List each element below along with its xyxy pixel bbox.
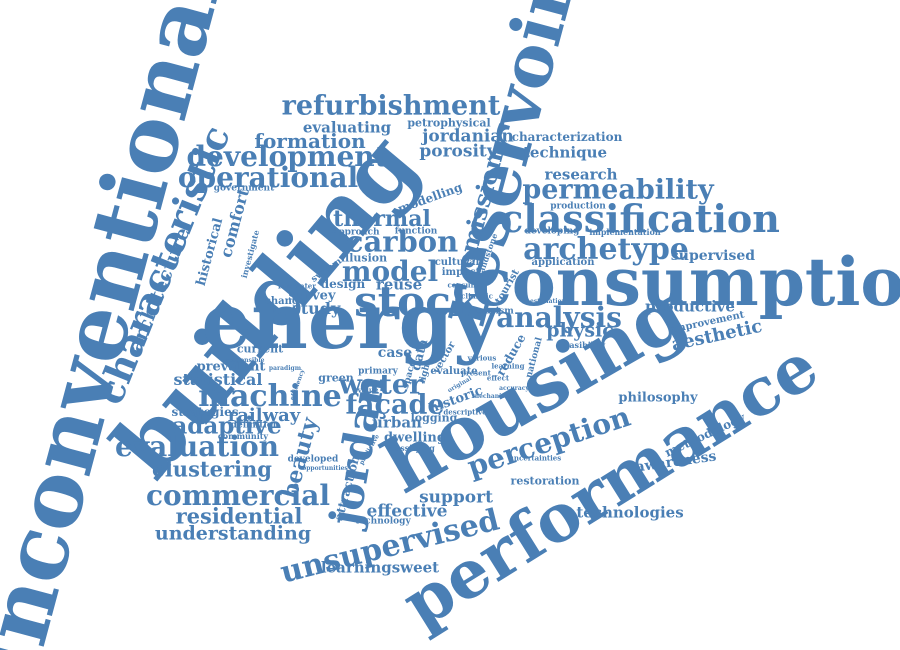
word-descriptive: descriptive xyxy=(443,407,487,417)
word-production: production xyxy=(550,201,606,212)
word-implementation: implementation xyxy=(589,227,661,237)
word-clustering: clustering xyxy=(152,456,272,482)
word-classification: classification xyxy=(500,196,780,241)
word-study: study xyxy=(291,299,341,318)
word-technologies: technologies xyxy=(576,503,684,522)
word-present: present xyxy=(461,368,491,378)
word-commercial: commercial xyxy=(145,479,331,512)
word-support: support xyxy=(419,487,493,508)
word-function: function xyxy=(394,226,438,237)
word-paradigm: paradigm xyxy=(268,365,302,372)
word-physic: physic xyxy=(546,319,614,342)
word-prevalent: prevalent xyxy=(196,359,266,375)
word-statistical: statistical xyxy=(173,370,263,389)
word-consumption: consumption xyxy=(471,243,900,321)
word-effect: effect xyxy=(486,373,510,383)
word-characterization: characterization xyxy=(511,130,623,144)
word-supervised: supervised xyxy=(670,248,756,264)
word-impact: impact xyxy=(441,267,481,278)
word-adaptive: adaptive xyxy=(172,412,282,440)
word-operational: operational xyxy=(177,161,359,194)
word-evaluate: evaluate xyxy=(430,366,478,377)
word-case: case xyxy=(377,345,413,361)
word-machine: machine xyxy=(198,379,342,414)
word-value: value xyxy=(357,385,379,395)
word-philosophy: philosophy xyxy=(618,390,698,406)
word-dwelling: dwelling xyxy=(384,430,446,446)
word-model: model xyxy=(341,255,439,288)
word-consume: consume xyxy=(447,280,483,290)
word-accuracy: accuracy xyxy=(499,385,529,392)
word-change: change xyxy=(264,296,306,307)
word-productive: productive xyxy=(645,297,735,316)
word-opportunities: opportunities xyxy=(302,465,348,472)
word-current: current xyxy=(236,342,284,356)
word-restoration: restoration xyxy=(510,474,580,488)
word-definition: definition xyxy=(230,420,280,431)
word-refurbishment: refurbishment xyxy=(281,90,501,122)
word-strategies: strategies xyxy=(171,405,239,419)
word-evaluating: evaluating xyxy=(302,118,392,137)
word-carbon: carbon xyxy=(345,224,459,259)
word-government: government xyxy=(213,183,275,194)
word-residential: residential xyxy=(175,503,303,529)
word-stock: stock xyxy=(354,277,480,326)
word-understanding: understanding xyxy=(154,522,312,545)
word-design: design xyxy=(320,277,366,291)
word-energy: energy xyxy=(201,276,499,367)
word-mechanical: mechanical xyxy=(472,393,512,400)
word-facade: façade xyxy=(345,389,445,421)
word-classifying: classifying xyxy=(387,443,435,453)
word-thermal: thermal xyxy=(333,206,431,232)
word-technique: technique xyxy=(522,143,608,162)
word-feasibility: feasibility xyxy=(560,340,606,350)
word-climatic: climatic xyxy=(461,291,493,301)
word-jordanian: jordanian xyxy=(422,126,514,147)
word-illusion: illusion xyxy=(340,251,388,265)
word-green: green xyxy=(318,371,354,385)
word-reuse: reuse xyxy=(375,275,423,294)
word-developed: developed xyxy=(287,454,339,465)
word-formation: formation xyxy=(254,129,366,153)
word-primary: primary xyxy=(358,366,398,377)
word-cultural: cultural xyxy=(434,257,480,268)
word-archetype: archetype xyxy=(523,232,689,267)
word-logging: logging xyxy=(410,411,458,425)
word-learningsweet: learningsweet xyxy=(320,558,440,577)
word-evaluation: evaluation xyxy=(115,430,279,463)
word-approach: approach xyxy=(332,227,380,238)
word-petrophysical: petrophysical xyxy=(407,116,491,130)
word-rainwater: rainwater xyxy=(278,281,316,291)
word-permeability: permeability xyxy=(522,174,714,206)
word-community: community xyxy=(217,431,269,441)
word-survey: survey xyxy=(288,288,336,304)
word-application: application xyxy=(531,257,595,268)
word-tourism: tourism xyxy=(474,306,514,317)
word-water: water xyxy=(338,369,424,401)
word-estimation: estimation xyxy=(530,298,566,305)
word-research: research xyxy=(544,165,618,184)
word-various: various xyxy=(467,353,497,363)
word-developing: developing xyxy=(524,226,580,237)
word-effective: effective xyxy=(366,501,448,522)
word-development: development xyxy=(186,140,388,173)
word-railway: railway xyxy=(227,405,301,426)
word-learning: learning xyxy=(491,361,525,371)
word-uncertainties: uncertainties xyxy=(508,453,562,463)
word-technology: technology xyxy=(355,516,411,527)
word-urban: urban xyxy=(372,413,422,432)
word-responsible: responsible xyxy=(225,357,265,364)
word-porosity: porosity xyxy=(419,141,497,162)
word-analysis: analysis xyxy=(496,301,622,334)
